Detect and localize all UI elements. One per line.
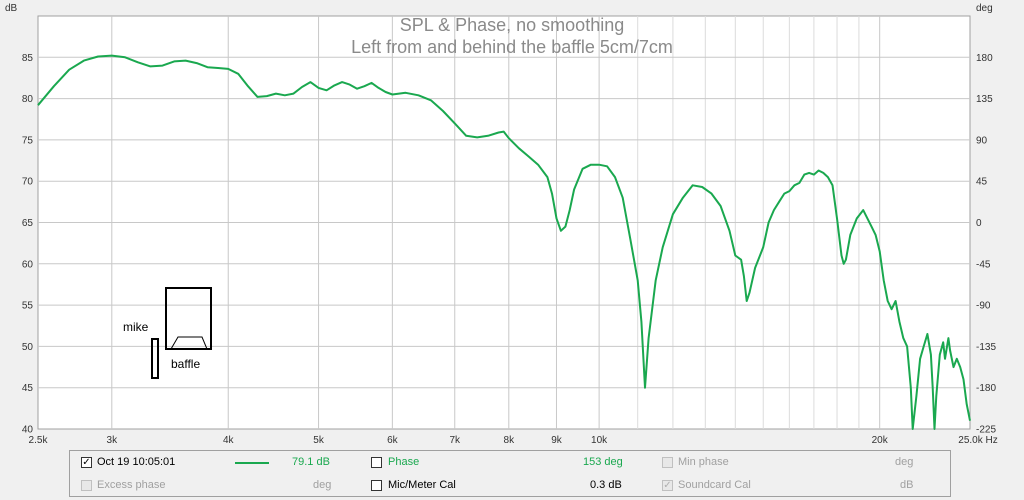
min-phase-checkbox[interactable] bbox=[662, 457, 673, 468]
y-tick-label: 40 bbox=[22, 425, 34, 436]
x-tick-label: 20k bbox=[872, 435, 889, 446]
excess-phase-label: Excess phase bbox=[97, 479, 166, 491]
x-tick-label: 6k bbox=[387, 435, 399, 446]
soundcard-cal-checkbox[interactable]: ✓ bbox=[662, 480, 673, 491]
x-tick-label: 8k bbox=[504, 435, 516, 446]
mic-cal-checkbox[interactable] bbox=[371, 480, 382, 491]
y-right-tick-label: 45 bbox=[976, 177, 988, 188]
y-right-tick-label: 135 bbox=[976, 94, 993, 105]
baffle-box bbox=[165, 287, 212, 350]
y-right-tick-label: -180 bbox=[976, 383, 996, 394]
baffle-label: baffle bbox=[171, 357, 200, 371]
spl-value: 79.1 dB bbox=[292, 456, 330, 468]
driver-shape bbox=[170, 336, 208, 350]
y-right-tick-label: 90 bbox=[976, 135, 988, 146]
x-tick-label: 10k bbox=[591, 435, 608, 446]
y-tick-label: 60 bbox=[22, 259, 34, 270]
y-tick-label: 85 bbox=[22, 53, 34, 64]
x-tick-label: 9k bbox=[551, 435, 563, 446]
y-right-tick-label: 0 bbox=[976, 218, 982, 229]
y-tick-label: 55 bbox=[22, 301, 34, 312]
x-tick-label: 4k bbox=[223, 435, 235, 446]
y-tick-label: 80 bbox=[22, 94, 34, 105]
spl-trace-checkbox[interactable]: ✓ bbox=[81, 457, 92, 468]
chart-subtitle: Left from and behind the baffle 5cm/7cm bbox=[351, 37, 673, 57]
spl-color-swatch bbox=[235, 462, 269, 464]
y-axis-label-left: dB bbox=[5, 3, 18, 14]
y-axis-label-right: deg bbox=[976, 3, 993, 14]
y-tick-label: 75 bbox=[22, 135, 34, 146]
min-phase-label: Min phase bbox=[678, 456, 729, 468]
y-tick-label: 70 bbox=[22, 177, 34, 188]
chart-title: SPL & Phase, no smoothing bbox=[400, 15, 624, 35]
x-tick-label: 5k bbox=[313, 435, 325, 446]
measurement-date: Oct 19 10:05:01 bbox=[97, 456, 176, 468]
phase-label: Phase bbox=[388, 456, 420, 468]
grid-layer bbox=[38, 16, 970, 429]
soundcard-cal-unit: dB bbox=[900, 479, 914, 491]
excess-phase-checkbox[interactable] bbox=[81, 480, 92, 491]
x-tick-label: 7k bbox=[449, 435, 461, 446]
mic-cal-value: 0.3 dB bbox=[590, 479, 622, 491]
spl-phase-chart: 2.5k 3k 4k 5k 6k 7k 8k 9k 10k 20k 25.0k Hz 40 45 50 55… bbox=[5, 3, 998, 446]
min-phase-unit: deg bbox=[895, 456, 914, 468]
y-tick-label: 50 bbox=[22, 342, 34, 353]
phase-value: 153 deg bbox=[583, 456, 623, 468]
legend-panel: ✓ Oct 19 10:05:01 79.1 dB Phase 153 deg … bbox=[69, 450, 951, 497]
y-right-tick-label: -225 bbox=[976, 425, 996, 436]
y-tick-label: 45 bbox=[22, 383, 34, 394]
y-right-tick-label: -135 bbox=[976, 342, 996, 353]
y-tick-label: 65 bbox=[22, 218, 34, 229]
spl-series-line bbox=[37, 54, 971, 430]
x-tick-label: 2.5k bbox=[29, 435, 49, 446]
y-right-tick-label: 180 bbox=[976, 53, 993, 64]
excess-phase-unit: deg bbox=[313, 479, 332, 491]
y-right-tick-label: -45 bbox=[976, 259, 991, 270]
mike-label: mike bbox=[123, 320, 149, 334]
phase-checkbox[interactable] bbox=[371, 457, 382, 468]
tick-labels: 2.5k 3k 4k 5k 6k 7k 8k 9k 10k 20k 25.0k Hz 40 45 50 55… bbox=[22, 53, 998, 446]
x-tick-label: 25.0k Hz bbox=[958, 435, 997, 446]
mike-shape bbox=[151, 338, 159, 379]
x-tick-label: 3k bbox=[107, 435, 119, 446]
baffle-diagram bbox=[151, 287, 212, 379]
y-right-tick-label: -90 bbox=[976, 301, 991, 312]
mic-cal-label: Mic/Meter Cal bbox=[388, 479, 456, 491]
soundcard-cal-label: Soundcard Cal bbox=[678, 479, 751, 491]
